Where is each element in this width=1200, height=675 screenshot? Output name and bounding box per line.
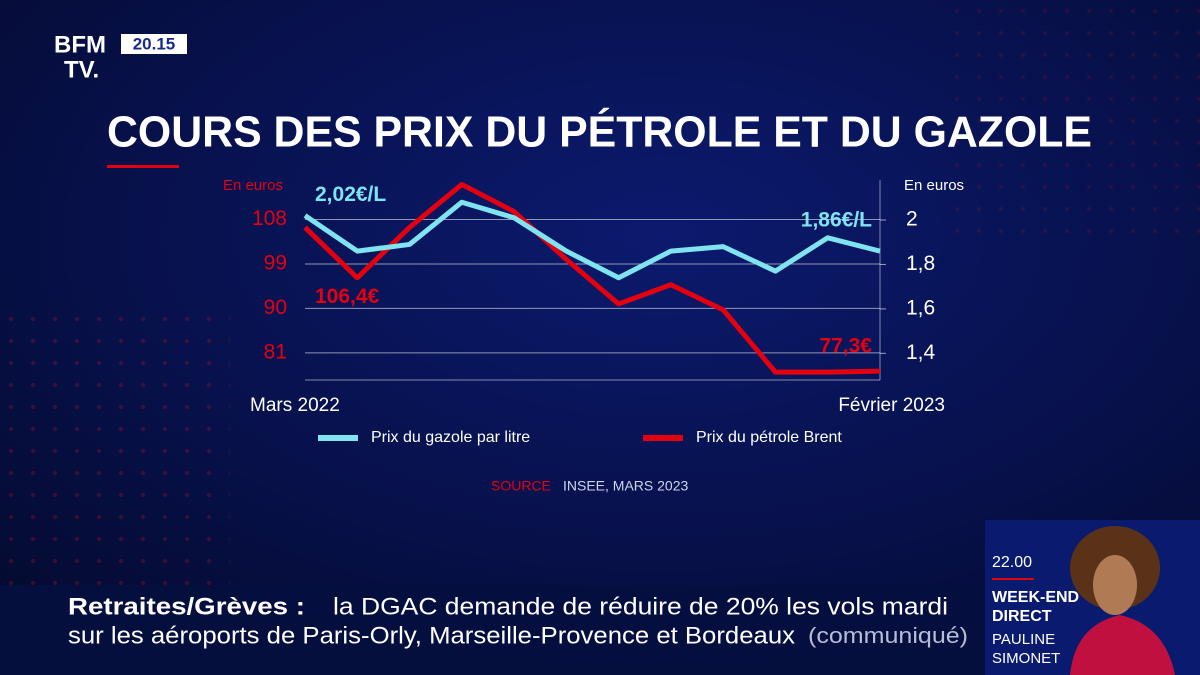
value-label: 1,86€/L: [801, 209, 872, 232]
program-host: PAULINE: [992, 631, 1055, 648]
plot: 81 90 99 108 1,4 1,6 1,8 2 Mars 2022 Février 2023…: [250, 180, 945, 446]
value-label: 2,02€/L: [315, 183, 386, 206]
dot-pattern: [0, 300, 230, 585]
logo: TV.: [64, 56, 99, 83]
y-tick-label: 99: [264, 251, 287, 274]
ticker-topic: Retraites/Grèves :: [68, 593, 305, 620]
series-line: [303, 181, 881, 375]
x-tick-label: Février 2023: [838, 395, 945, 416]
y-axis-label: En euros: [223, 177, 283, 194]
series-line: [303, 199, 881, 281]
source: INSEE, MARS 2023: [563, 478, 688, 494]
program-time: 22.00: [992, 554, 1032, 571]
y-tick-label: 81: [264, 340, 287, 363]
legend-label: Prix du pétrole Brent: [696, 429, 842, 446]
legend-label: Prix du gazole par litre: [371, 429, 530, 446]
program-name: DIRECT: [992, 608, 1052, 625]
title-underline: [107, 165, 179, 168]
ticker-text: sur les aéroports de Paris-Orly, Marseil…: [68, 622, 795, 649]
presenter-face: [1093, 555, 1137, 615]
program-rule: [992, 578, 1034, 580]
ticker-note: (communiqué): [808, 623, 968, 648]
y2-tick-label: 1,6: [906, 296, 935, 319]
value-label: 77,3€: [819, 335, 872, 358]
chart-title: COURS DES PRIX DU PÉTROLE ET DU GAZOLE: [107, 107, 1092, 157]
value-label: 106,4€: [315, 285, 380, 308]
y2-tick-label: 1,8: [906, 252, 935, 275]
clock-box: [121, 34, 187, 54]
x-tick-label: Mars 2022: [250, 395, 340, 416]
y-tick-label: 108: [252, 207, 287, 230]
dot-pattern: [950, 0, 1200, 250]
y2-tick-label: 2: [906, 208, 918, 231]
y2-axis-label: En euros: [904, 177, 964, 194]
y-tick-label: 90: [264, 296, 287, 319]
presenter-body: [1070, 615, 1175, 675]
y2-tick-label: 1,4: [906, 341, 936, 364]
ticker-text: la DGAC demande de réduire de 20% les vo…: [333, 593, 948, 620]
source-label: SOURCE: [491, 478, 551, 494]
logo: BFM: [54, 31, 106, 58]
clock: 20.15: [133, 34, 176, 53]
program-name: WEEK-END: [992, 589, 1079, 606]
program-host: SIMONET: [992, 650, 1060, 667]
